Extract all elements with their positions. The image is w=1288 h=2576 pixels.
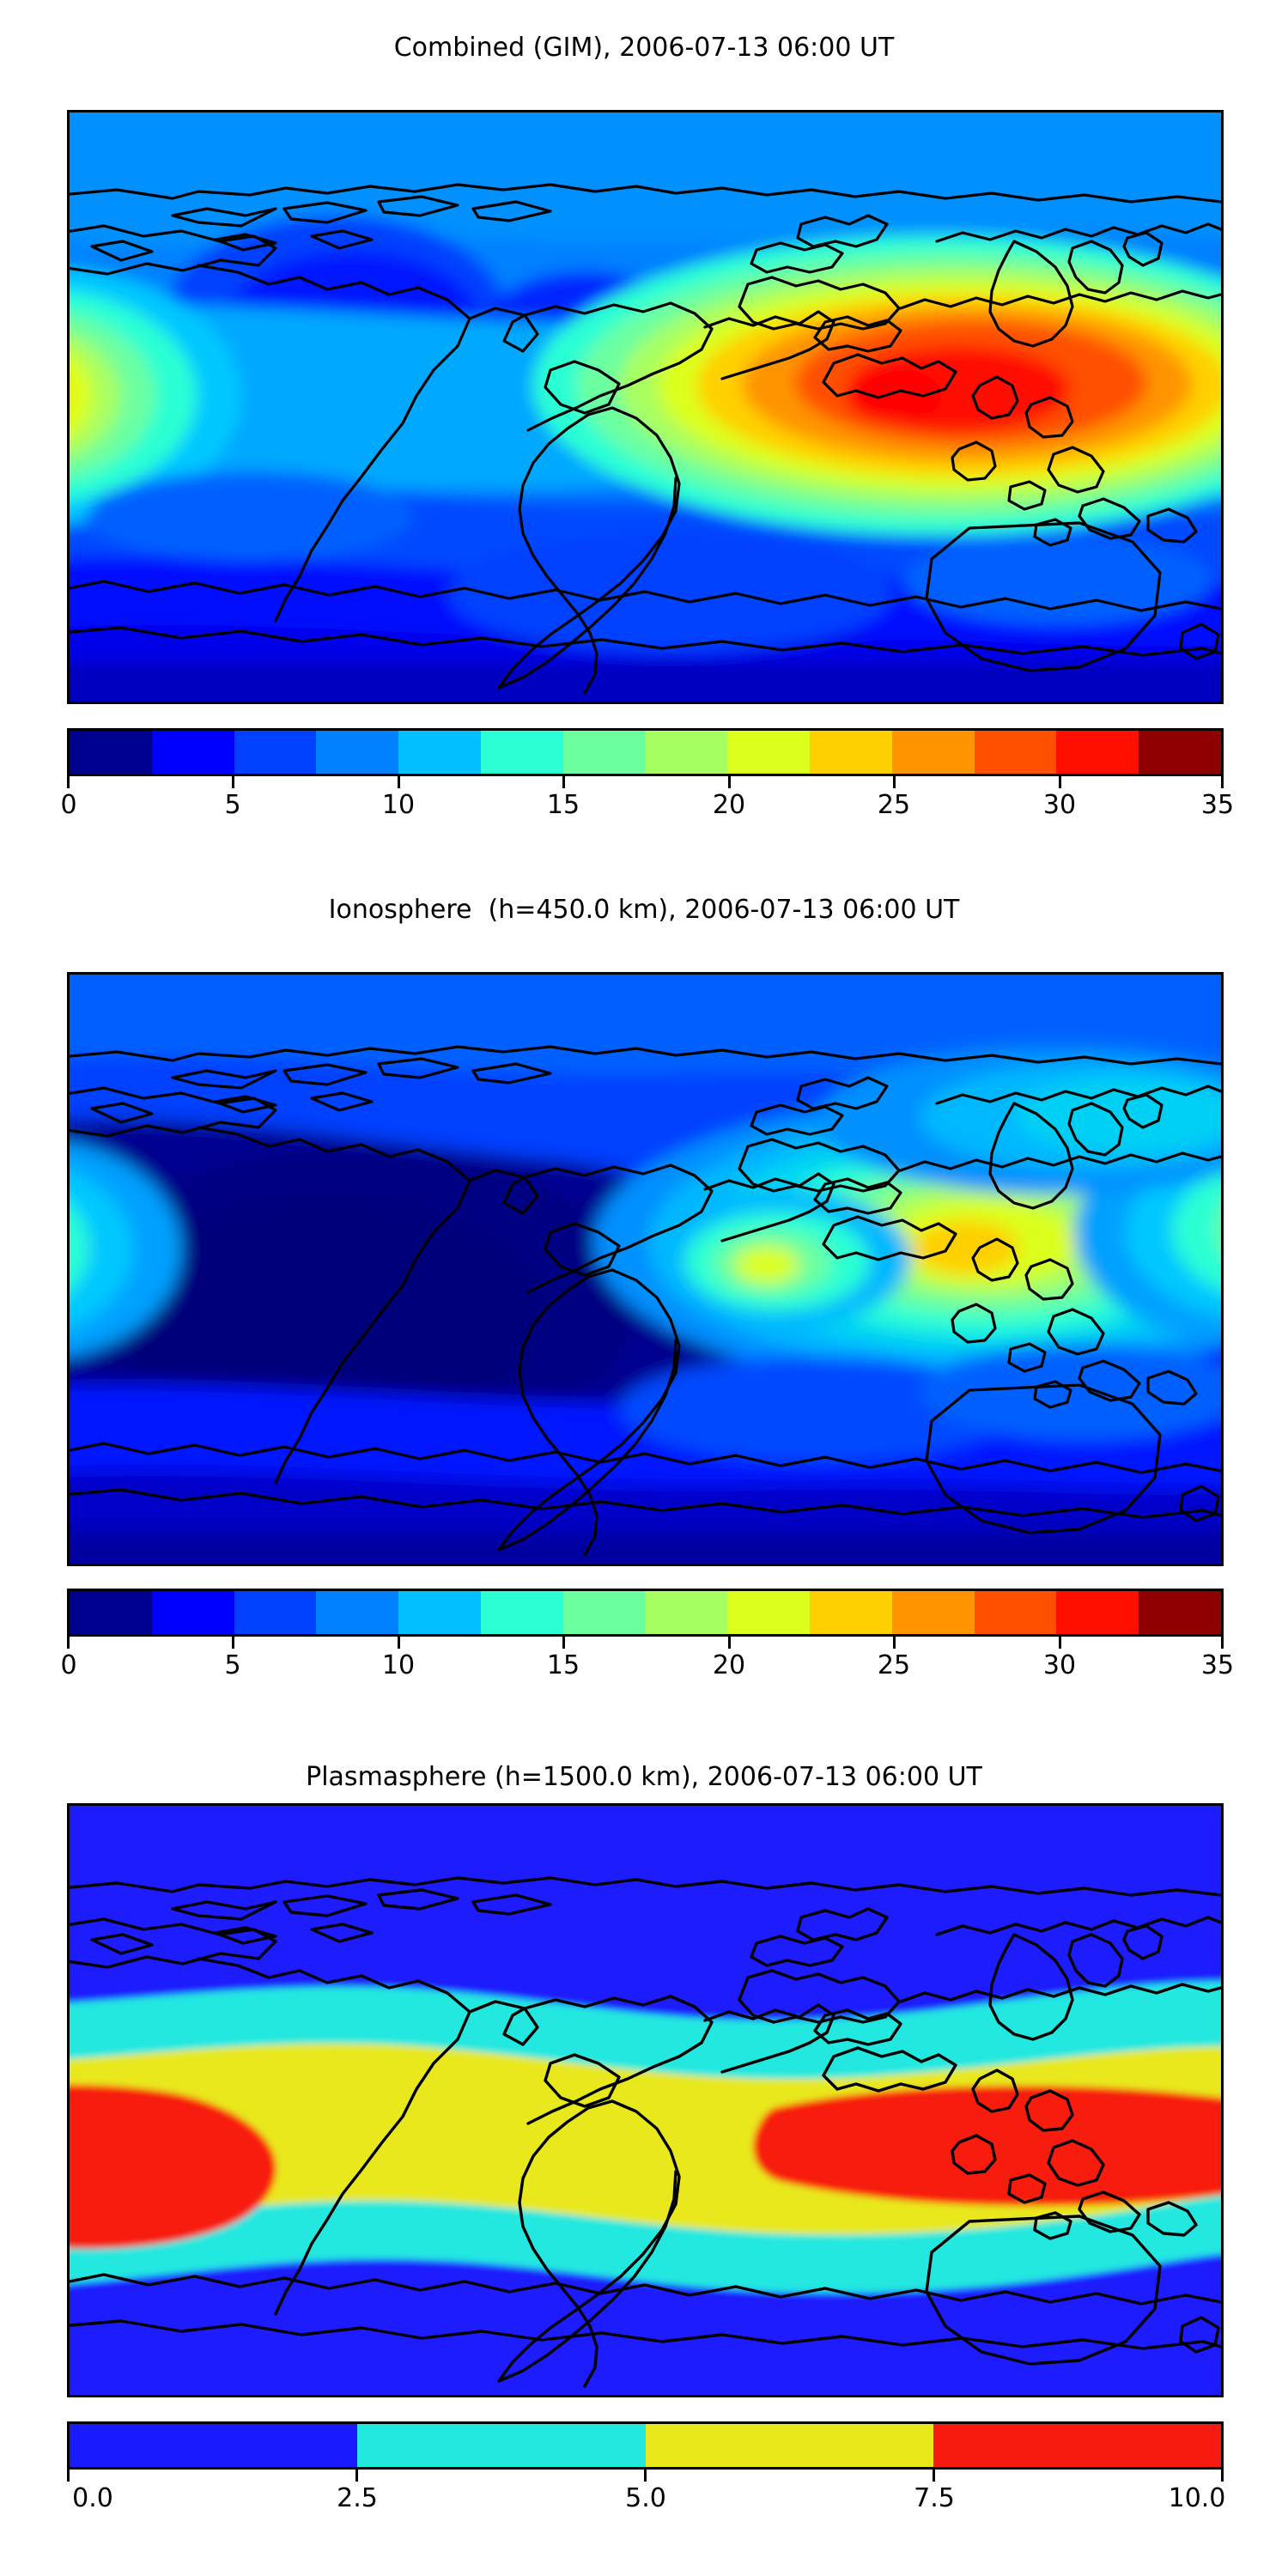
contour-fill-layer-1 bbox=[70, 112, 1221, 702]
cbar-band bbox=[1139, 1591, 1221, 1634]
map-ionosphere bbox=[67, 972, 1224, 1566]
cbar-tick-label: 5 bbox=[224, 790, 241, 820]
cbar-band bbox=[357, 2424, 646, 2467]
panel-title-combined-gim: Combined (GIM), 2006-07-13 06:00 UT bbox=[393, 33, 895, 63]
colorbar-strip-2 bbox=[67, 1589, 1224, 1637]
cbar-tick-label: 10.0 bbox=[1168, 2483, 1226, 2513]
map-canvas-ionosphere bbox=[70, 975, 1221, 1564]
cbar-band bbox=[151, 1591, 234, 1634]
coastlines-layer-2 bbox=[70, 1045, 1221, 1557]
cbar-band bbox=[70, 2424, 358, 2467]
cbar-tick-label: 25 bbox=[877, 790, 911, 820]
coastlines-layer-3 bbox=[70, 1876, 1221, 2388]
panel-title-plasmasphere: Plasmasphere (h=1500.0 km), 2006-07-13 0… bbox=[306, 1762, 982, 1792]
cbar-tick-label: 25 bbox=[877, 1650, 911, 1680]
cbar-tick-label: 0 bbox=[60, 790, 77, 820]
cbar-band bbox=[562, 731, 646, 774]
cbar-band bbox=[480, 731, 563, 774]
cbar-band bbox=[645, 1591, 728, 1634]
cbar-band bbox=[234, 1591, 317, 1634]
map-combined-gim bbox=[67, 110, 1224, 704]
cbar-band bbox=[70, 731, 152, 774]
colorbar-strip-1 bbox=[67, 728, 1224, 776]
cbar-band bbox=[891, 1591, 975, 1634]
cbar-band bbox=[70, 1591, 152, 1634]
map-canvas-plasmasphere bbox=[70, 1806, 1221, 2395]
map-canvas-combined-gim bbox=[70, 112, 1221, 702]
cbar-band bbox=[1056, 1591, 1139, 1634]
cbar-tick-label: 20 bbox=[712, 790, 746, 820]
cbar-band bbox=[480, 1591, 563, 1634]
cbar-band bbox=[234, 731, 317, 774]
cbar-tick-label: 2.5 bbox=[337, 2483, 378, 2513]
panel-plasmasphere: Plasmasphere (h=1500.0 km), 2006-07-13 0… bbox=[0, 1726, 1288, 2576]
cbar-tick-label: 30 bbox=[1042, 790, 1077, 820]
colorbar-strip-3 bbox=[67, 2421, 1224, 2470]
contour-fill-layer-3 bbox=[70, 1806, 1221, 2395]
cbar-band bbox=[151, 731, 234, 774]
cbar-band bbox=[933, 2424, 1221, 2467]
cbar-band bbox=[974, 731, 1057, 774]
cbar-band bbox=[810, 1591, 892, 1634]
cbar-band bbox=[1056, 731, 1139, 774]
colorbar-combined-gim: 0 5 10 15 20 25 30 35 bbox=[60, 728, 1234, 831]
cbar-band bbox=[398, 731, 481, 774]
cbar-band bbox=[1139, 731, 1221, 774]
contour-fill-layer-2 bbox=[70, 975, 1221, 1564]
cbar-tick-label: 15 bbox=[546, 1650, 580, 1680]
cbar-band bbox=[891, 731, 975, 774]
colorbar-ionosphere: 0 5 10 15 20 25 30 35 bbox=[60, 1589, 1234, 1692]
cbar-tick-label: 7.5 bbox=[914, 2483, 955, 2513]
colorbar-plasmasphere: 0.0 2.5 5.0 7.5 10.0 bbox=[67, 2421, 1226, 2524]
colorbar-axis-3: 0.0 2.5 5.0 7.5 10.0 bbox=[67, 2470, 1226, 2524]
cbar-tick-label: 30 bbox=[1042, 1650, 1077, 1680]
cbar-tick-label: 35 bbox=[1200, 1650, 1235, 1680]
cbar-band bbox=[727, 731, 811, 774]
coastlines-layer-1 bbox=[70, 183, 1221, 695]
cbar-band bbox=[316, 731, 399, 774]
panel-ionosphere: Ionosphere (h=450.0 km), 2006-07-13 06:0… bbox=[0, 859, 1288, 1726]
panel-title-ionosphere: Ionosphere (h=450.0 km), 2006-07-13 06:0… bbox=[328, 895, 960, 925]
cbar-tick-label: 10 bbox=[381, 790, 416, 820]
cbar-tick-label: 0.0 bbox=[72, 2483, 113, 2513]
cbar-tick-label: 15 bbox=[546, 790, 580, 820]
cbar-band bbox=[398, 1591, 481, 1634]
cbar-band bbox=[645, 731, 728, 774]
colorbar-axis-2: 0 5 10 15 20 25 30 35 bbox=[60, 1637, 1234, 1692]
cbar-tick-label: 5.0 bbox=[625, 2483, 666, 2513]
cbar-tick-label: 0 bbox=[60, 1650, 77, 1680]
cbar-band bbox=[727, 1591, 811, 1634]
colorbar-axis-1: 0 5 10 15 20 25 30 35 bbox=[60, 776, 1234, 831]
cbar-band bbox=[562, 1591, 646, 1634]
cbar-tick-label: 20 bbox=[712, 1650, 746, 1680]
cbar-tick-label: 5 bbox=[224, 1650, 241, 1680]
panel-combined-gim: Combined (GIM), 2006-07-13 06:00 UT bbox=[0, 0, 1288, 859]
cbar-tick-label: 10 bbox=[381, 1650, 416, 1680]
cbar-band bbox=[974, 1591, 1057, 1634]
cbar-band bbox=[810, 731, 892, 774]
cbar-band bbox=[645, 2424, 933, 2467]
cbar-band bbox=[316, 1591, 399, 1634]
map-plasmasphere bbox=[67, 1803, 1224, 2397]
cbar-tick-label: 35 bbox=[1200, 790, 1235, 820]
